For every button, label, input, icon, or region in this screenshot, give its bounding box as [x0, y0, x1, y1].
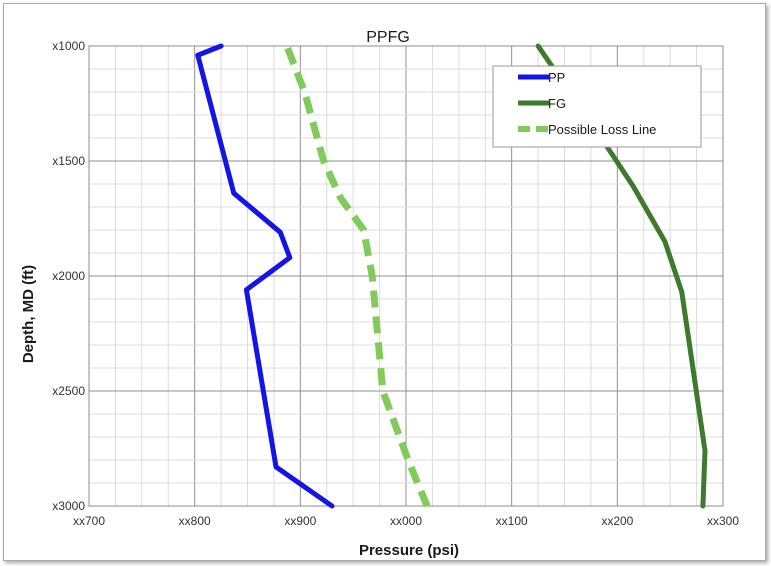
series-line-pp: [195, 43, 335, 509]
y-tick-label: x3000: [52, 499, 85, 513]
series-line-possible-loss-line: [284, 47, 431, 508]
y-tick-label: x1500: [52, 154, 85, 168]
legend: PP FG Possible Loss Line: [492, 65, 702, 148]
legend-items: PP FG Possible Loss Line: [518, 70, 656, 137]
legend-label-fg: FG: [548, 96, 566, 111]
x-tick-labels: xx700 xx800 xx900 xx000 xx100 xx200 xx300: [73, 514, 739, 528]
y-axis-title: Depth, MD (ft): [20, 265, 37, 363]
x-tick-label: xx200: [601, 514, 633, 528]
x-tick-label: xx700: [73, 514, 105, 528]
x-tick-label: xx100: [496, 514, 528, 528]
y-tick-label: x2000: [52, 269, 85, 283]
x-tick-label: xx300: [707, 514, 739, 528]
chart-frame: x1000 x1500 x2000 x2500 x3000 xx700 xx800 xx90…: [3, 3, 766, 561]
y-tick-label: x2500: [52, 384, 85, 398]
y-tick-labels: x1000 x1500 x2000 x2500 x3000: [52, 39, 85, 513]
x-tick-label: xx900: [284, 514, 316, 528]
legend-label-pp: PP: [548, 70, 565, 85]
x-tick-label: xx000: [390, 514, 422, 528]
legend-label-possible-loss-line: Possible Loss Line: [548, 122, 656, 137]
ppfg-chart: x1000 x1500 x2000 x2500 x3000 xx700 xx800 xx90…: [20, 29, 739, 559]
chart-title: PPFG: [366, 29, 410, 46]
plot-border: [88, 45, 724, 507]
grid: [89, 46, 723, 506]
x-axis-title: Pressure (psi): [359, 542, 459, 559]
x-tick-label: xx800: [179, 514, 211, 528]
y-tick-label: x1000: [52, 39, 85, 53]
